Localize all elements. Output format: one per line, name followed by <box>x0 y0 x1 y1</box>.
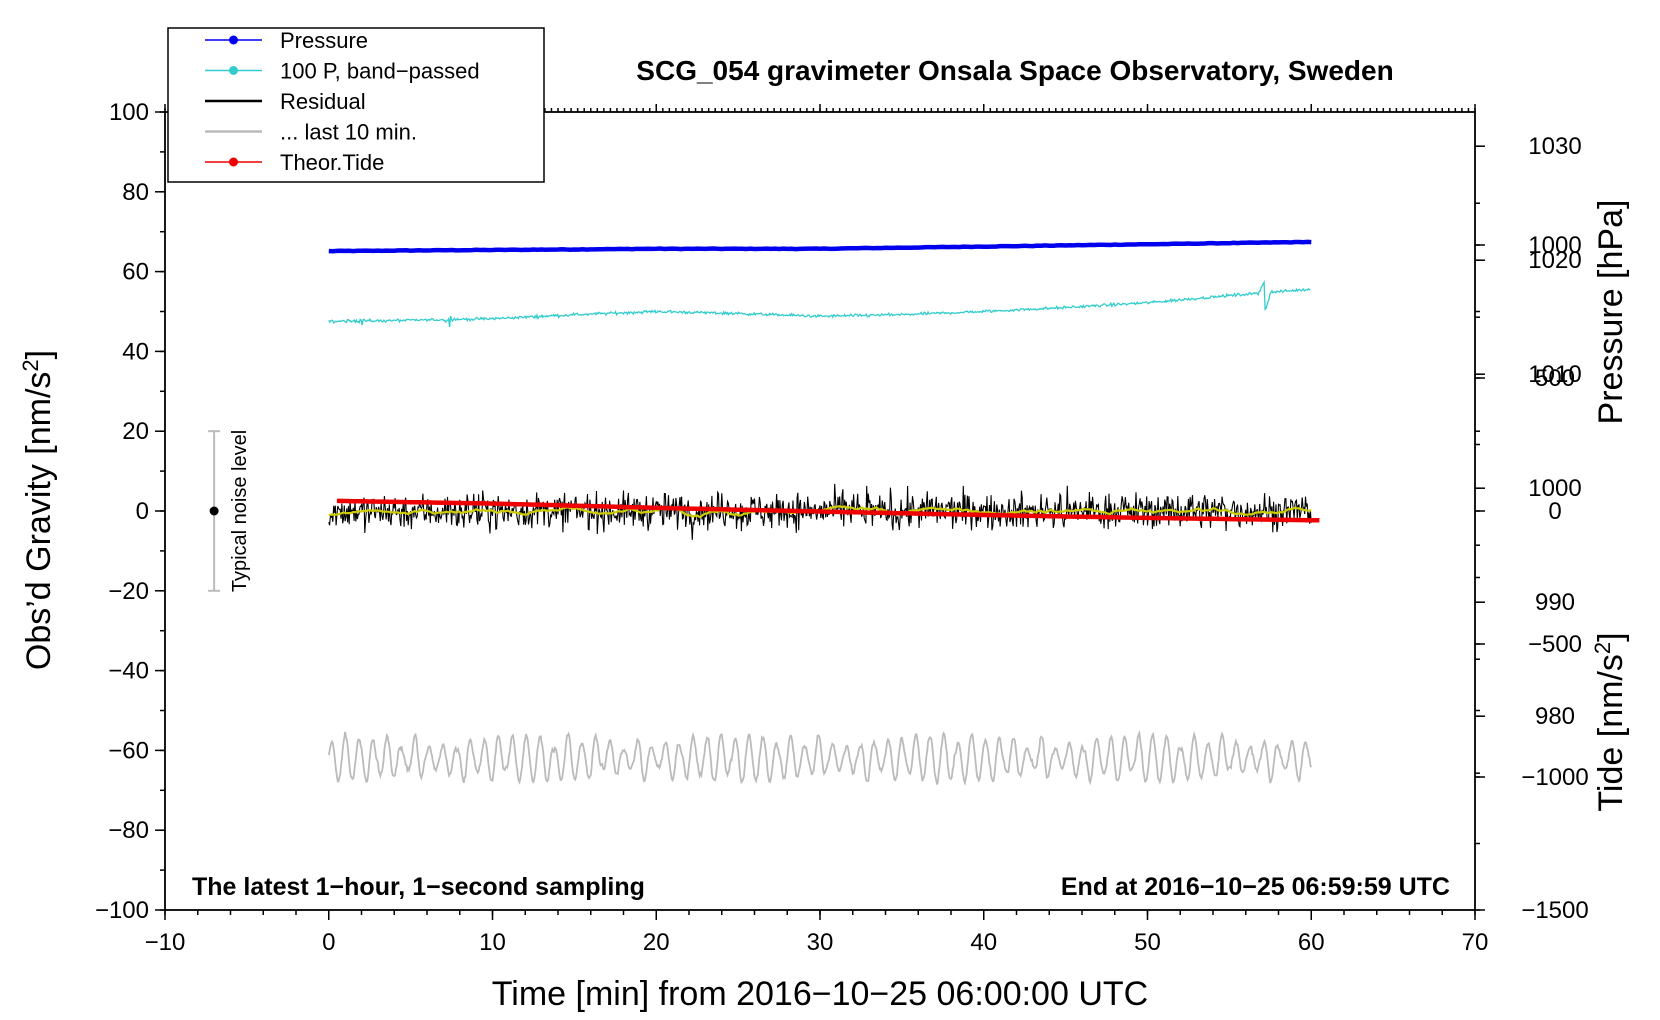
legend-marker <box>229 66 238 75</box>
x-tick-label: 50 <box>1134 929 1161 956</box>
noise-level-label: Typical noise level <box>229 430 251 592</box>
annotation-left: The latest 1−hour, 1−second sampling <box>192 873 645 901</box>
legend-label: 100 P, band−passed <box>280 59 480 84</box>
y-tick-label: −20 <box>108 578 149 605</box>
legend-item: 100 P, band−passed <box>205 59 480 84</box>
legend-label: Residual <box>280 89 366 114</box>
pressure-tick-label: 1000 <box>1528 475 1581 502</box>
x-tick-label: −10 <box>145 929 186 956</box>
pressure-tick-label: 1010 <box>1528 361 1581 388</box>
pressure-tick-label: 1030 <box>1528 133 1581 160</box>
y-axis-label-tide: Tide [nm/s2] <box>1590 632 1631 811</box>
pressure-tick-label: 980 <box>1535 703 1575 730</box>
y-tick-label: 100 <box>109 99 149 126</box>
x-tick-label: 20 <box>643 929 670 956</box>
x-tick-label: 40 <box>970 929 997 956</box>
tide-tick-label: 500 <box>1535 365 1575 392</box>
y-axis-label-pressure: Pressure [hPa] <box>1592 200 1630 425</box>
tide-tick-label: −500 <box>1528 631 1582 658</box>
legend-item: Pressure <box>205 28 368 53</box>
x-tick-label: 60 <box>1298 929 1325 956</box>
tide-tick-label: −1500 <box>1521 897 1588 924</box>
y-tick-label: −40 <box>108 658 149 685</box>
legend-box <box>167 27 545 183</box>
y-tick-label: −100 <box>95 897 149 924</box>
legend-items: Pressure 100 P, band−passed Residual ... la… <box>205 28 480 175</box>
legend-item: ... last 10 min. <box>205 120 417 145</box>
x-axis-label: Time [min] from 2016−10−25 06:00:00 UTC <box>492 975 1148 1013</box>
pressure-tick-label: 990 <box>1535 589 1575 616</box>
y-tick-label: 0 <box>136 498 149 525</box>
x-tick-label: 0 <box>322 929 335 956</box>
bandpassed-series <box>328 279 1311 328</box>
noise-level-indicator: Typical noise level <box>208 430 251 592</box>
tide-tick-label: 0 <box>1548 498 1561 525</box>
axis-ticks: −10 0 10 20 30 40 50 60 70100806040200−20−40−60−… <box>95 99 1589 956</box>
tide-series <box>336 498 1320 523</box>
y-tick-label: 60 <box>122 259 149 286</box>
last-10min-series <box>327 730 1313 787</box>
noise-center-dot <box>209 506 219 516</box>
chart-title: SCG_054 gravimeter Onsala Space Observat… <box>636 55 1393 86</box>
tide-tick-label: −1000 <box>1521 764 1588 791</box>
y-tick-label: 80 <box>122 179 149 206</box>
y-tick-label: 40 <box>122 338 149 365</box>
x-tick-label: 30 <box>807 929 834 956</box>
legend-item: Residual <box>205 89 366 114</box>
legend-label: Pressure <box>280 28 368 53</box>
legend-item: Theor.Tide <box>205 150 384 175</box>
residual-series <box>328 483 1312 540</box>
tide-tick-label: 1000 <box>1528 232 1581 259</box>
y-tick-label: 20 <box>122 418 149 445</box>
x-tick-label: 10 <box>479 929 506 956</box>
y-tick-label: −60 <box>108 737 149 764</box>
legend-marker <box>229 157 238 167</box>
annotation-right: End at 2016−10−25 06:59:59 UTC <box>1061 873 1450 901</box>
y-tick-label: −80 <box>108 817 149 844</box>
x-tick-label: 70 <box>1462 929 1489 956</box>
legend-label: ... last 10 min. <box>280 120 417 145</box>
legend-marker <box>229 35 238 45</box>
pressure-series <box>328 239 1312 254</box>
legend: Pressure 100 P, band−passed Residual ... la… <box>167 27 545 183</box>
legend-label: Theor.Tide <box>280 150 384 175</box>
pressure-tick-label: 1020 <box>1528 247 1581 274</box>
y-axis-label-left: Obs’d Gravity [nm/s2] <box>18 350 59 670</box>
series-layer <box>327 239 1320 787</box>
